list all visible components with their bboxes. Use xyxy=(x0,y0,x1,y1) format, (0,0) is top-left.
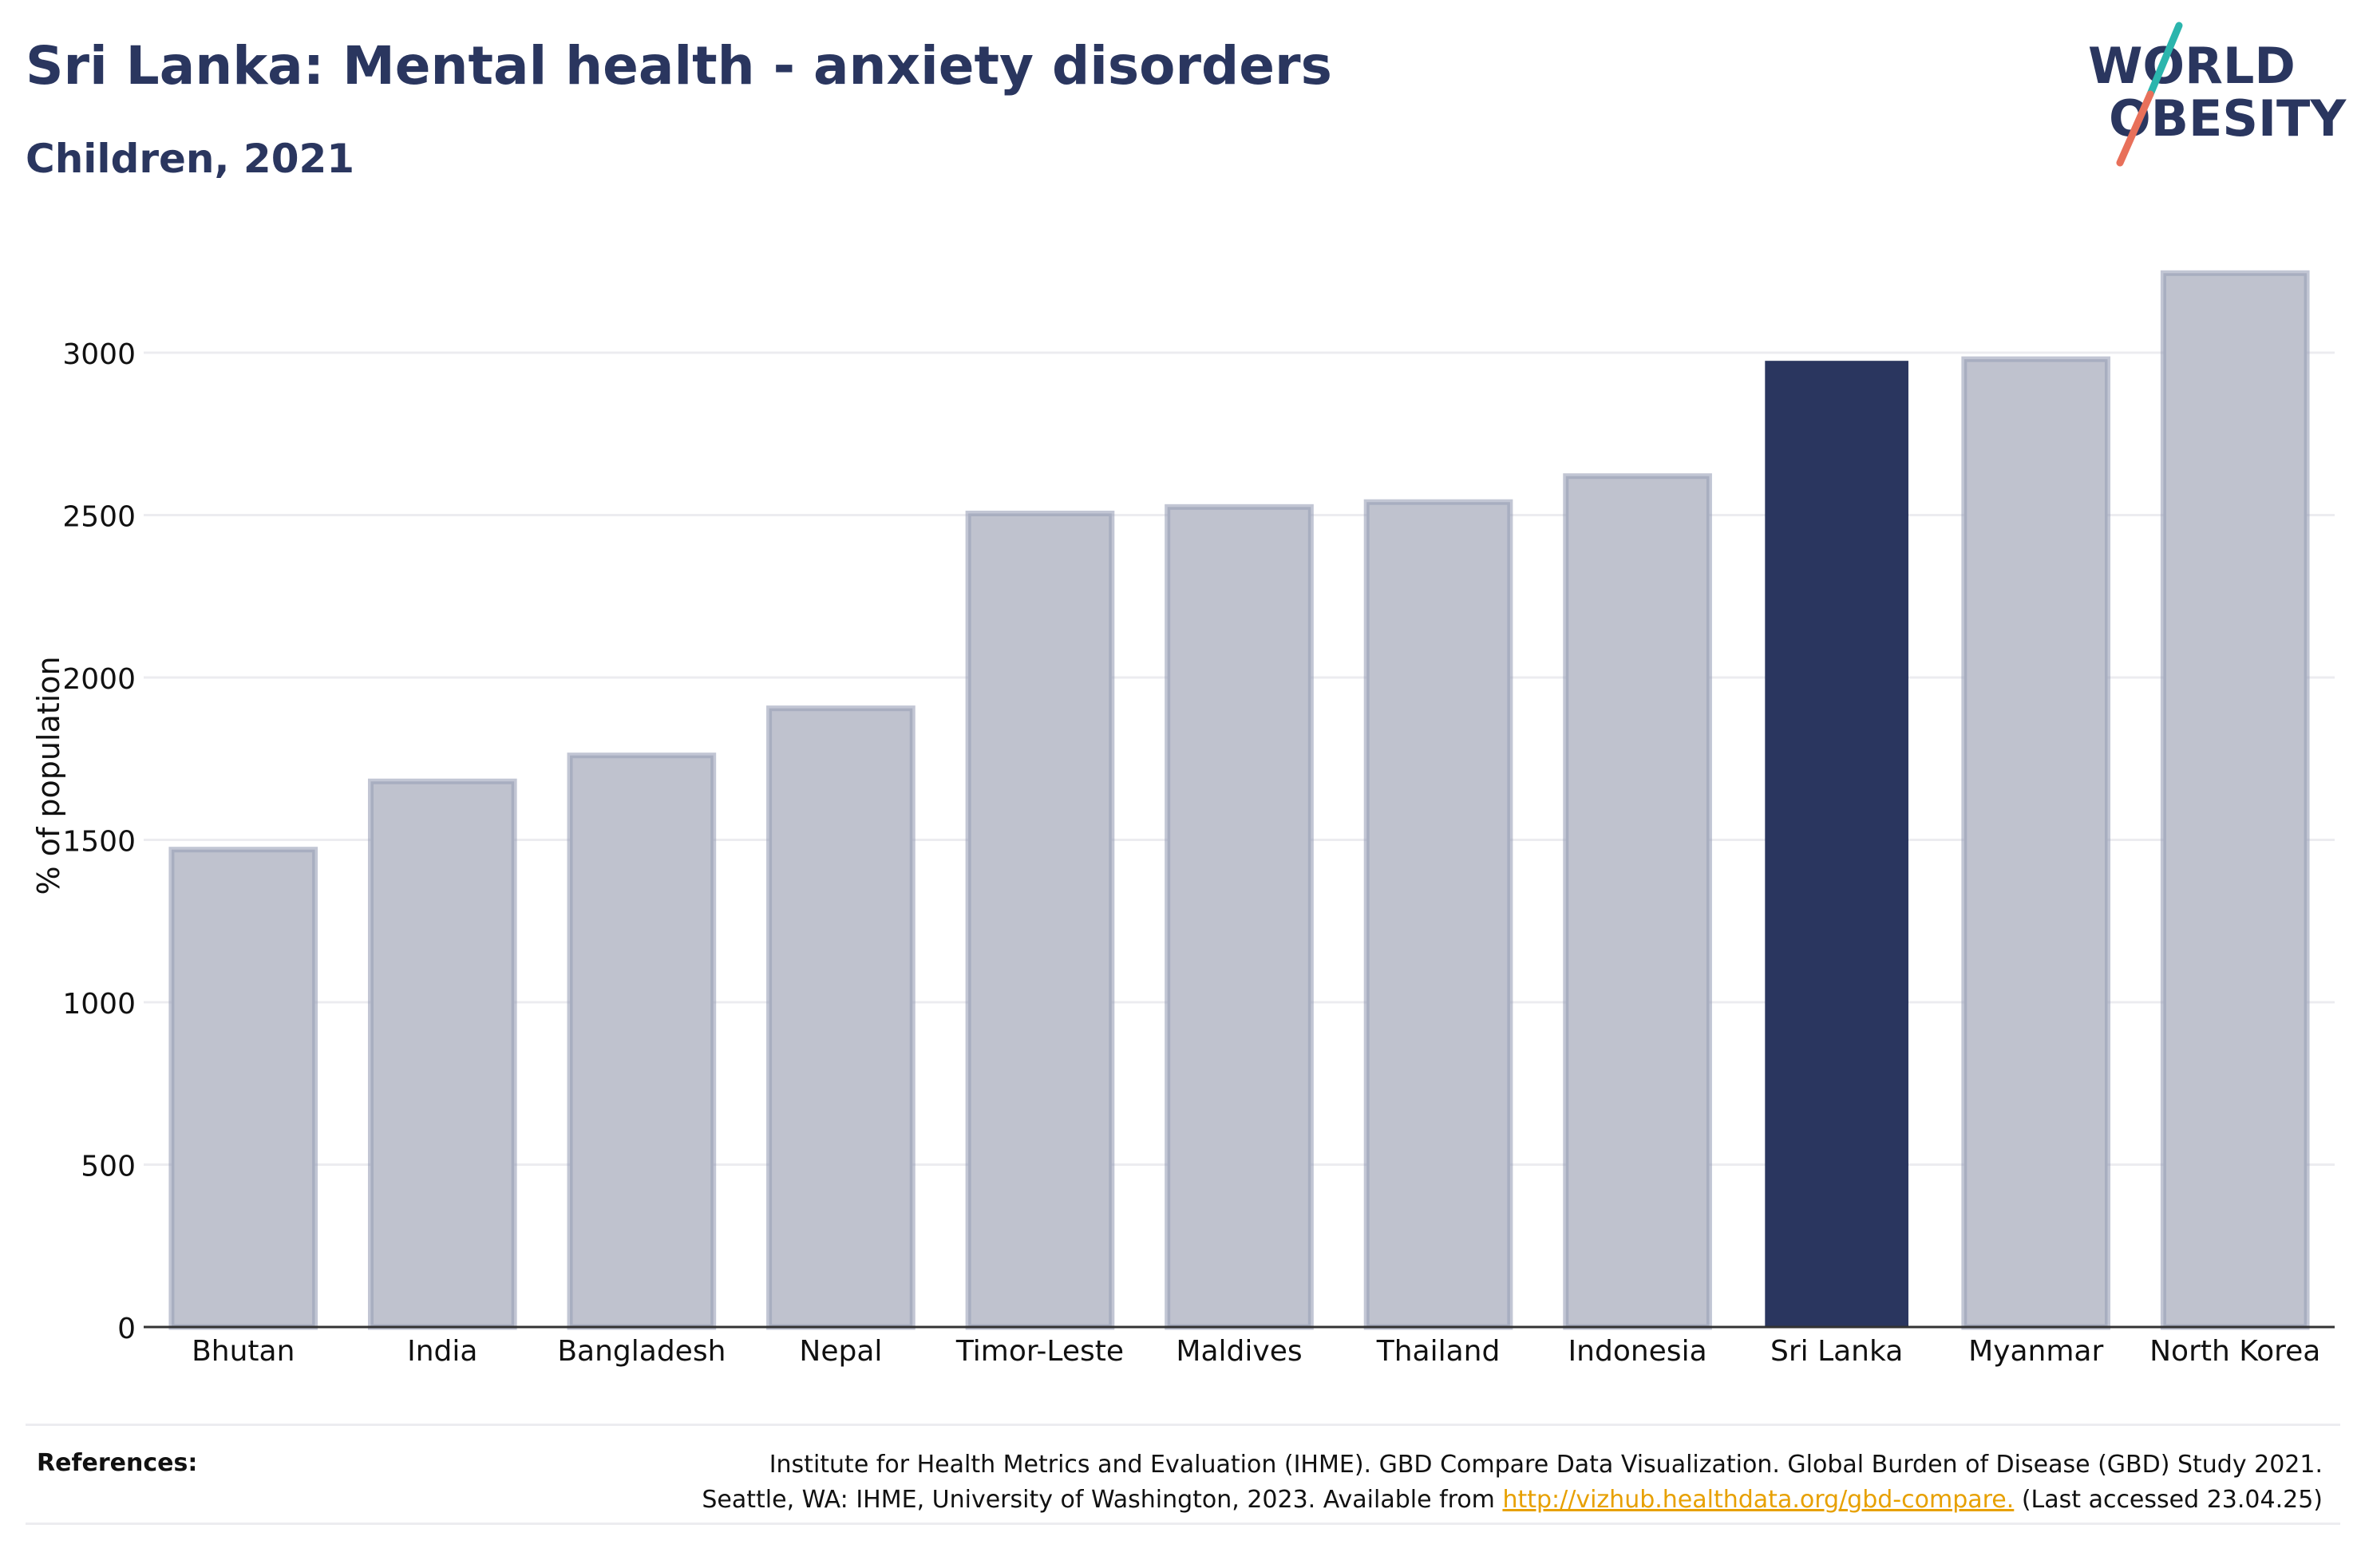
y-tick-label: 0 xyxy=(117,1313,136,1345)
bar xyxy=(367,778,517,1330)
bar xyxy=(766,705,916,1330)
bar xyxy=(168,847,318,1330)
x-tick-label: India xyxy=(407,1335,477,1368)
logo-text-world: WORLD xyxy=(2088,37,2296,95)
bar xyxy=(1363,499,1513,1330)
bar xyxy=(965,510,1115,1330)
logo-slash-top xyxy=(2146,22,2183,98)
references-label: References: xyxy=(37,1449,198,1477)
bar xyxy=(1165,504,1314,1330)
references-line-2-text: Seattle, WA: IHME, University of Washing… xyxy=(702,1486,1503,1514)
bar xyxy=(1961,356,2111,1330)
bar xyxy=(1563,473,1712,1330)
y-axis-label: % of population xyxy=(31,656,66,895)
y-tick-label: 2500 xyxy=(62,501,136,534)
references-text: Institute for Health Metrics and Evaluat… xyxy=(487,1448,2323,1518)
gbd-compare-link[interactable]: http://vizhub.healthdata.org/gbd-compare… xyxy=(1502,1486,2015,1514)
x-tick-label: Timor-Leste xyxy=(955,1335,1124,1368)
bar xyxy=(2160,270,2310,1330)
x-tick-label: Myanmar xyxy=(1968,1335,2103,1368)
x-tick-label: Bhutan xyxy=(192,1335,295,1368)
bar xyxy=(567,752,717,1330)
world-obesity-logo: WORLD OBESITY xyxy=(2088,22,2347,167)
y-tick-label: 1000 xyxy=(62,988,136,1021)
references-top-rule xyxy=(26,1424,2340,1426)
x-tick-label: Thailand xyxy=(1376,1335,1501,1368)
bar xyxy=(1765,361,1908,1327)
y-tick-label: 1500 xyxy=(62,826,136,859)
references-bottom-rule xyxy=(26,1523,2340,1525)
logo-slash-bottom xyxy=(2116,90,2154,167)
chart-title: Sri Lanka: Mental health - anxiety disor… xyxy=(26,35,1332,97)
x-tick-label: Indonesia xyxy=(1568,1335,1707,1368)
references-line-2: Seattle, WA: IHME, University of Washing… xyxy=(487,1483,2323,1518)
x-tick-label: Sri Lanka xyxy=(1770,1335,1903,1368)
x-tick-label: Maldives xyxy=(1176,1335,1302,1368)
references-line-1: Institute for Health Metrics and Evaluat… xyxy=(769,1451,2323,1479)
x-tick-label: North Korea xyxy=(2149,1335,2320,1368)
bar-chart: 0 500 1000 1500 2000 2500 3000 % of population B… xyxy=(31,270,2335,1368)
y-tick-label: 500 xyxy=(81,1151,136,1183)
x-tick-label: Nepal xyxy=(799,1335,882,1368)
x-tick-label: Bangladesh xyxy=(557,1335,726,1368)
references-line-2-suffix: (Last accessed 23.04.25) xyxy=(2014,1486,2323,1514)
y-tick-label: 2000 xyxy=(62,663,136,696)
chart-subtitle: Children, 2021 xyxy=(26,136,355,182)
y-tick-label: 3000 xyxy=(62,338,136,371)
